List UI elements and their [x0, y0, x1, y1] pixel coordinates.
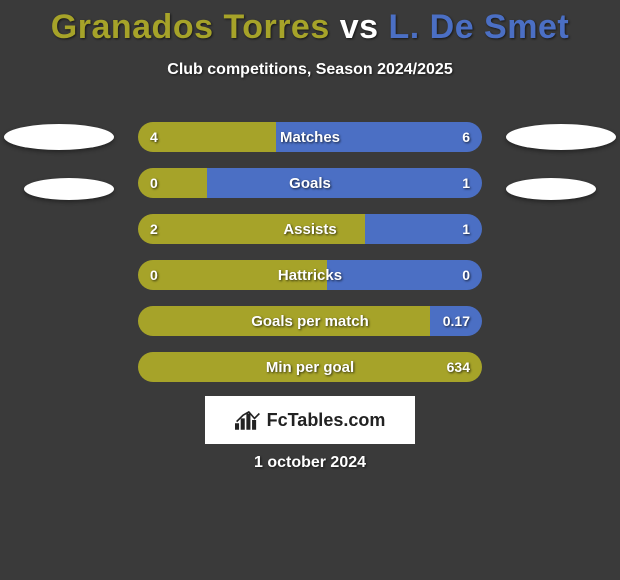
stat-value-player1: 0 [150, 168, 158, 198]
player2-name: L. De Smet [388, 8, 569, 46]
comparison-chart: 46Matches01Goals21Assists00Hattricks0.17… [138, 122, 482, 398]
stat-bar-player2 [276, 122, 482, 152]
stat-row: 21Assists [138, 214, 482, 244]
stat-row: 01Goals [138, 168, 482, 198]
stat-bar-player1 [138, 306, 430, 336]
stat-bar-player1 [138, 122, 276, 152]
stat-bar-player2 [207, 168, 482, 198]
stat-value-player1: 4 [150, 122, 158, 152]
stat-bar-player1 [138, 260, 327, 290]
stat-value-player2: 634 [447, 352, 470, 382]
stat-value-player1: 0 [150, 260, 158, 290]
stat-row: 00Hattricks [138, 260, 482, 290]
stat-value-player2: 6 [462, 122, 470, 152]
brand-icon [235, 409, 261, 431]
player2-avatar-small [506, 178, 596, 200]
brand-badge: FcTables.com [205, 396, 415, 444]
comparison-title: Granados Torres vs L. De Smet [0, 0, 620, 47]
stat-row: 634Min per goal [138, 352, 482, 382]
player1-avatar-large [4, 124, 114, 150]
stat-bar-player1 [138, 214, 365, 244]
stat-row: 46Matches [138, 122, 482, 152]
stat-bar-player2 [327, 260, 482, 290]
stat-row: 0.17Goals per match [138, 306, 482, 336]
subtitle: Club competitions, Season 2024/2025 [0, 61, 620, 79]
vs-label: vs [340, 8, 379, 46]
stat-bar-player1 [138, 352, 482, 382]
stat-value-player2: 1 [462, 214, 470, 244]
stat-value-player1: 2 [150, 214, 158, 244]
player2-avatar-large [506, 124, 616, 150]
stat-value-player2: 0 [462, 260, 470, 290]
brand-text: FcTables.com [267, 410, 386, 431]
player1-avatar-small [24, 178, 114, 200]
player1-name: Granados Torres [51, 8, 330, 46]
stat-bar-player1 [138, 168, 207, 198]
stat-value-player2: 1 [462, 168, 470, 198]
stat-value-player2: 0.17 [443, 306, 470, 336]
date-label: 1 october 2024 [0, 454, 620, 472]
